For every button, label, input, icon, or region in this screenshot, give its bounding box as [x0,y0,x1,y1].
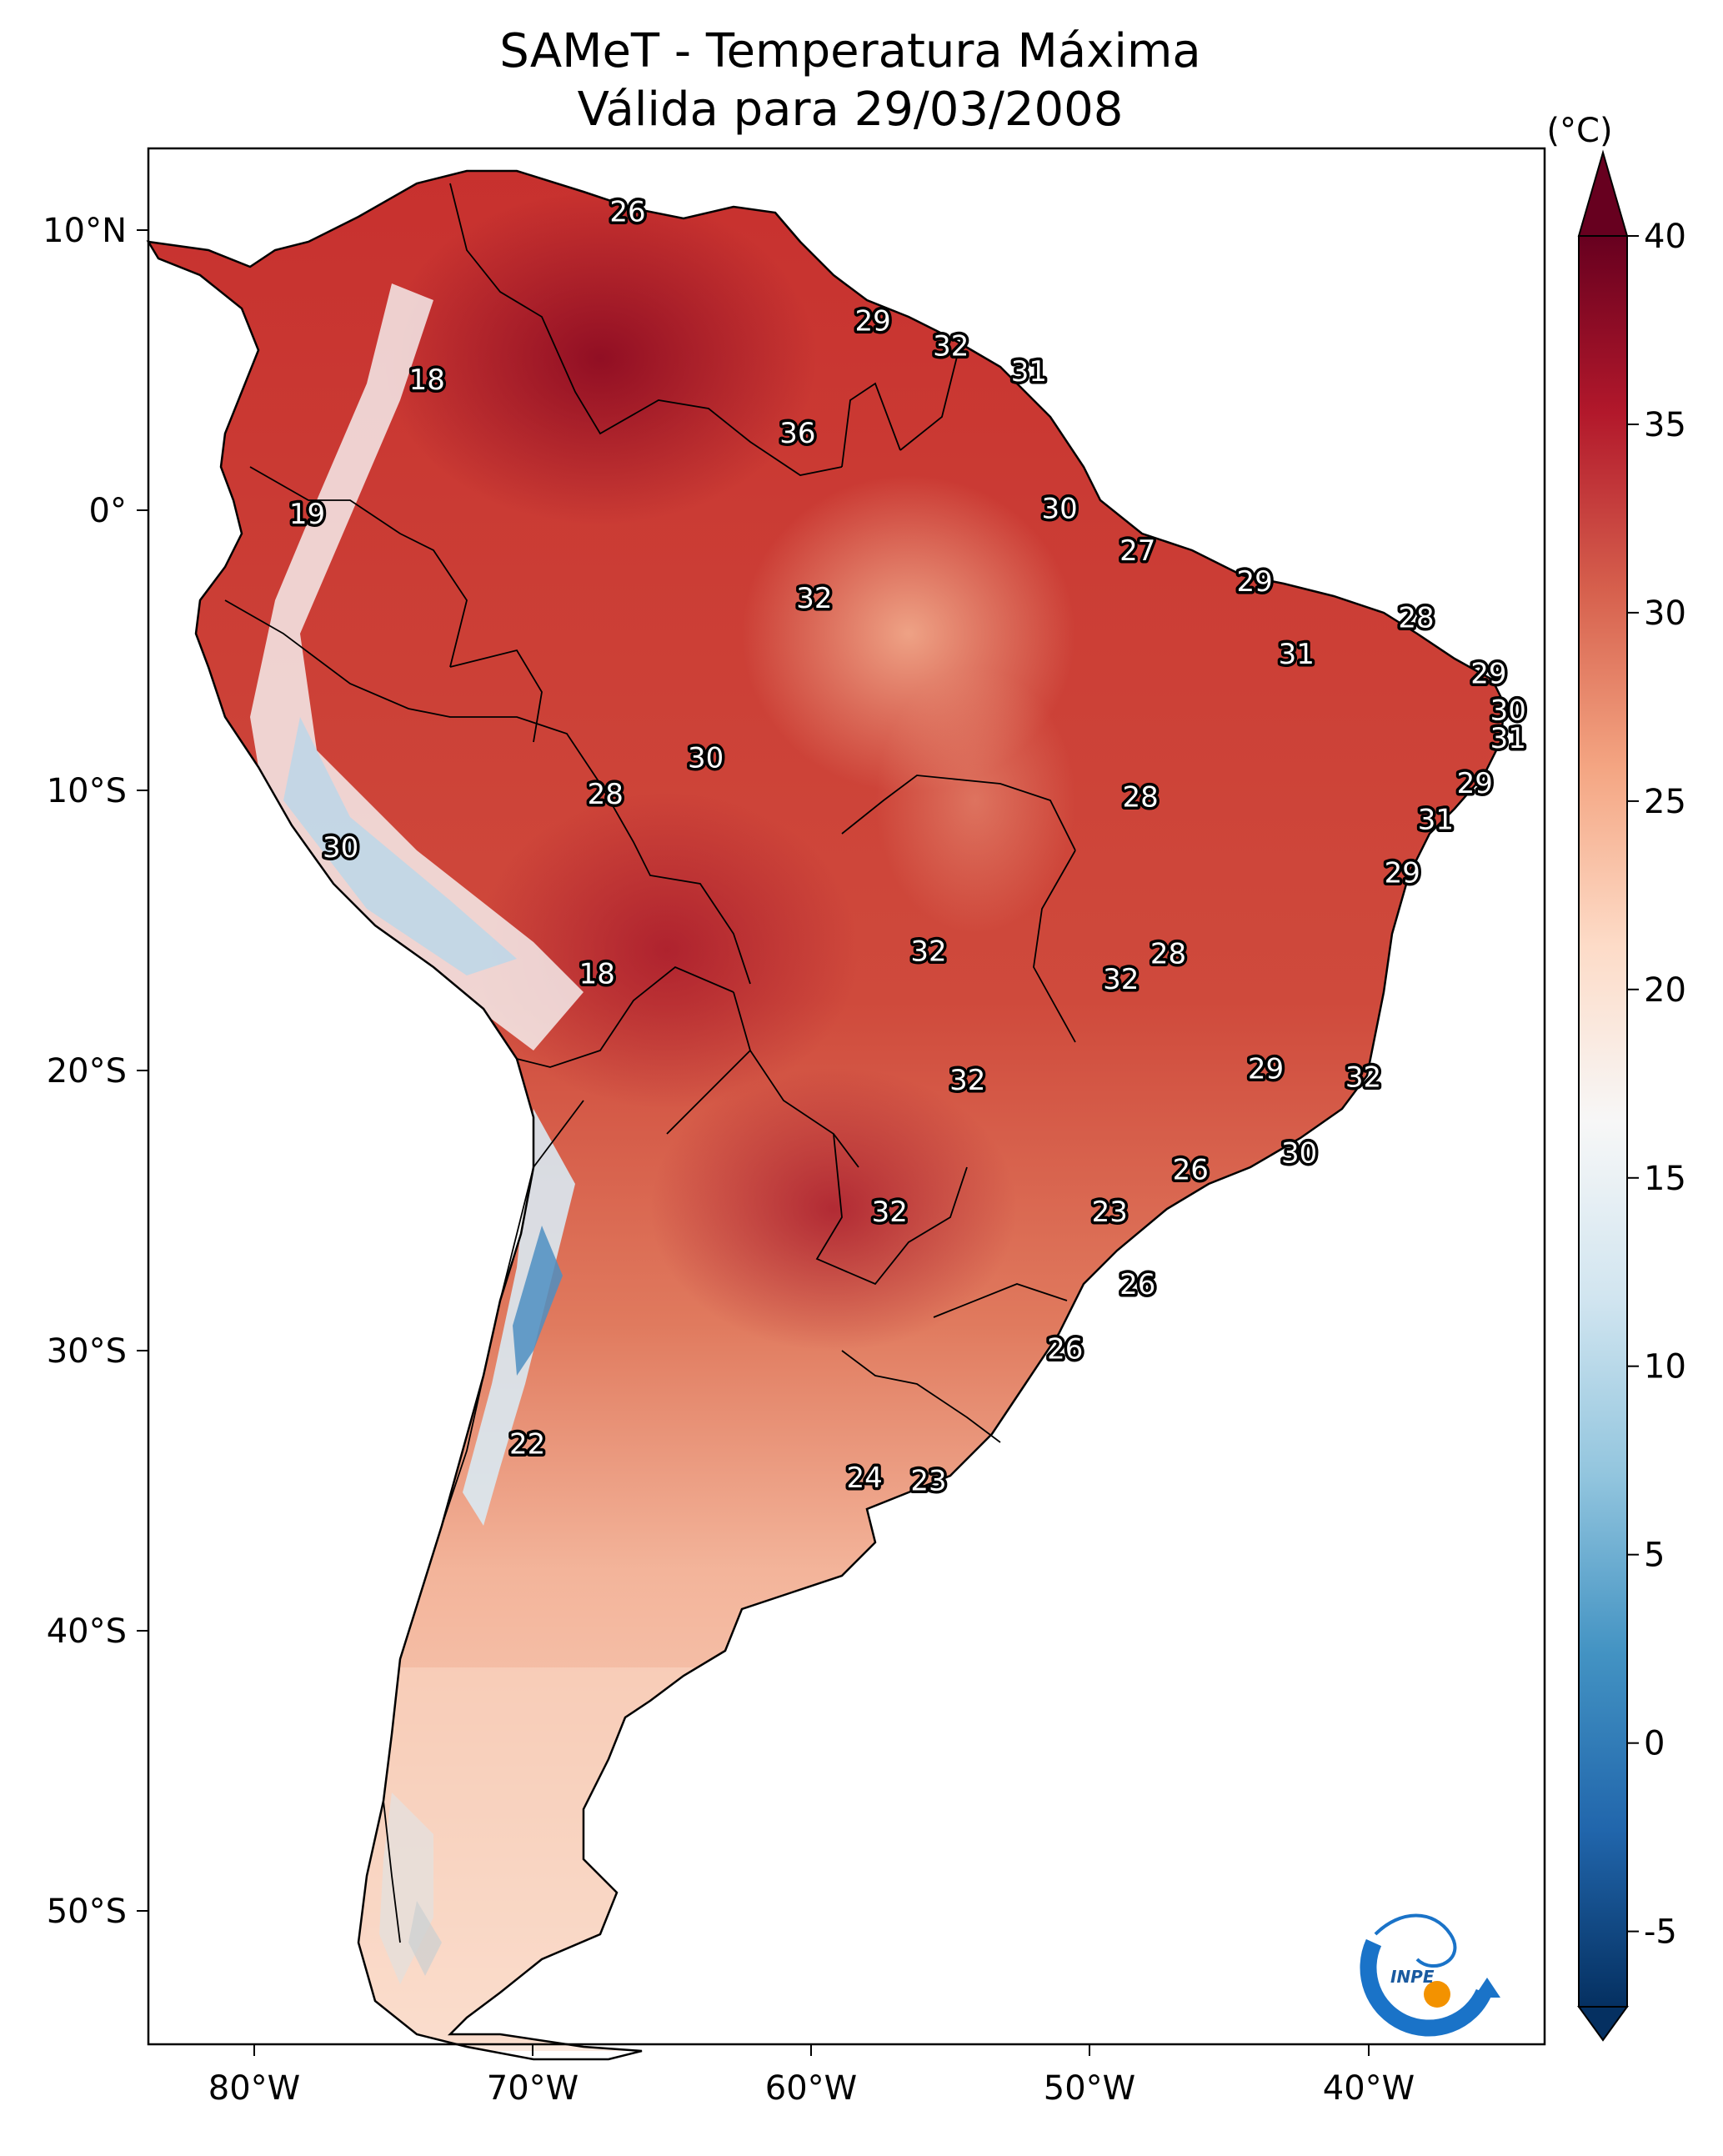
contour-label: 30 [1041,493,1077,526]
contour-label: 18 [409,364,445,397]
colorbar-ticks: 40 35 30 25 20 15 10 5 0 -5 [1627,218,1686,1952]
colorbar-unit: (°C) [1546,112,1612,150]
y-tick-label: 10°N [43,212,127,250]
colorbar-tick-label: 30 [1644,594,1686,633]
colorbar-tick-label: 15 [1644,1160,1686,1198]
contour-label: 28 [1122,781,1158,815]
contour-label: 31 [1011,355,1047,389]
contour-label: 31 [1279,638,1315,671]
logo-arc [1360,1938,1492,2037]
contour-label: 32 [910,935,946,968]
contour-label: 32 [933,330,969,364]
colorbar-max-extension [1577,149,1629,237]
inpe-logo: INPE [1360,1913,1500,2037]
contour-label: 32 [1345,1061,1381,1095]
contour-label: 30 [688,742,724,775]
contour-label: 32 [1103,963,1139,996]
y-tick-label: 10°S [47,772,127,810]
contour-label: 28 [1398,602,1434,635]
contour-label: 23 [910,1464,946,1497]
colorbar-tick-label: 20 [1644,971,1686,1010]
contour-label: 24 [846,1462,882,1495]
contour-label: 32 [872,1196,908,1229]
contour-label: 29 [1470,658,1506,691]
colorbar-tick-label: 10 [1644,1348,1686,1386]
y-tick-label: 30°S [47,1332,127,1371]
x-tick-label: 80°W [208,2069,300,2108]
contour-label: 28 [588,778,624,811]
contour-label: 22 [509,1428,545,1462]
chart-subtitle: Válida para 29/03/2008 [577,83,1124,137]
contour-label: 26 [609,195,645,228]
contour-label: 29 [1457,767,1493,800]
y-tick-label: 40°S [47,1612,127,1651]
colorbar-tick-label: 25 [1644,783,1686,821]
colorbar-tick-label: -5 [1644,1913,1677,1952]
colorbar-tick-label: 35 [1644,406,1686,444]
contour-label: 26 [1119,1268,1155,1301]
contour-label: 29 [1236,565,1272,599]
contour-label: 32 [949,1064,985,1097]
logo-text: INPE [1390,1967,1435,1987]
contour-label: 29 [1385,856,1420,890]
colorbar-bar [1578,235,1628,2008]
logo-arrow-icon [1474,1978,1500,1998]
y-tick-label: 50°S [47,1893,127,1931]
colorbar-min-extension [1577,2006,1629,2042]
contour-label: 32 [796,582,832,615]
contour-label: 36 [779,417,815,450]
contour-label: 26 [1047,1333,1083,1366]
y-tick-label: 20°S [47,1052,127,1091]
contour-label: 18 [579,957,615,990]
x-tick-marks [253,2044,1370,2056]
logo-swirl [1374,1913,1457,1968]
contour-label: 29 [1248,1053,1284,1086]
chart-title: SAMeT - Temperatura Máxima [499,24,1201,78]
contour-label: 26 [1173,1154,1209,1187]
colorbar-tick-label: 5 [1644,1537,1665,1575]
contour-label: 27 [1119,534,1155,568]
colorbar-tick-label: 40 [1644,218,1686,256]
contour-label: 30 [323,831,358,865]
contour-label: 29 [854,304,890,338]
contour-label: 30 [1490,694,1526,727]
contour-label: 23 [1092,1196,1128,1229]
map-frame [147,147,1546,2046]
contour-label: 31 [1418,804,1454,837]
contour-label: 31 [1490,722,1526,755]
colorbar-tick-label: 0 [1644,1725,1665,1763]
x-tick-label: 70°W [487,2069,579,2108]
x-tick-label: 60°W [765,2069,857,2108]
y-tick-label: 0° [89,492,127,530]
y-tick-marks [137,229,148,1912]
x-tick-label: 50°W [1044,2069,1135,2108]
logo-dot [1424,1981,1450,2008]
x-tick-label: 40°W [1323,2069,1415,2108]
contour-label: 28 [1150,938,1186,971]
contour-label: 19 [289,498,325,531]
contour-label: 30 [1281,1136,1317,1170]
country-borders [224,183,1076,1943]
colorbar: (°C) 40 35 30 25 20 15 10 5 0 -5 [1546,112,1686,2042]
